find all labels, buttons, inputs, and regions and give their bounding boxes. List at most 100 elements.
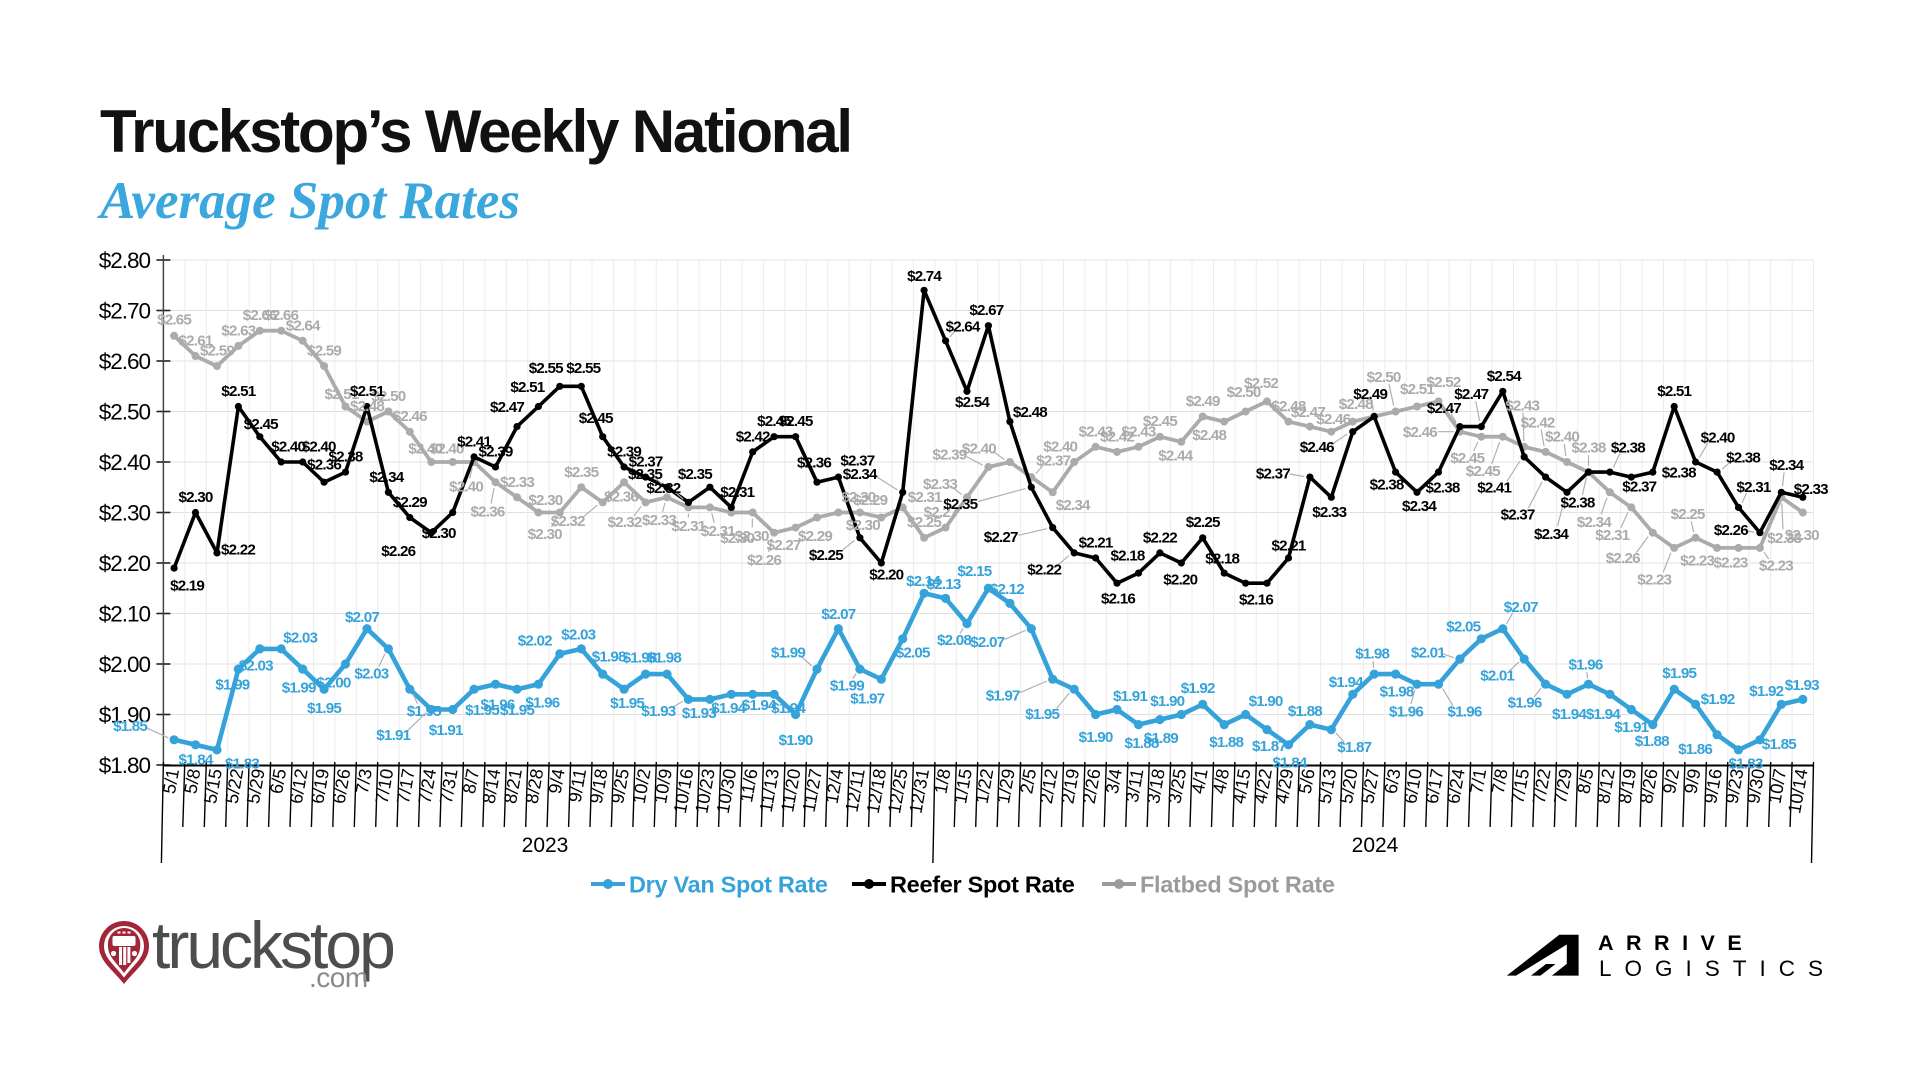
svg-text:$1.90: $1.90 [779, 732, 813, 749]
svg-text:$2.45: $2.45 [1466, 463, 1501, 480]
svg-text:6/3: 6/3 [1380, 767, 1404, 795]
svg-text:$2.39: $2.39 [932, 447, 966, 464]
svg-text:$2.30: $2.30 [735, 528, 769, 545]
svg-text:$1.96: $1.96 [1568, 657, 1602, 674]
svg-text:$1.90: $1.90 [1079, 729, 1113, 746]
svg-text:7/8: 7/8 [1488, 767, 1512, 795]
svg-text:5/8: 5/8 [180, 767, 204, 795]
svg-text:$2.38: $2.38 [328, 449, 362, 466]
svg-text:$2.48: $2.48 [1339, 396, 1373, 413]
svg-text:$2.64: $2.64 [286, 317, 321, 334]
svg-text:$2.40: $2.40 [408, 441, 442, 458]
svg-text:$2.25: $2.25 [907, 514, 942, 531]
svg-text:$2.00: $2.00 [316, 675, 350, 692]
svg-text:$2.18: $2.18 [1205, 551, 1239, 568]
svg-text:$1.93: $1.93 [641, 703, 675, 720]
svg-text:$1.97: $1.97 [850, 691, 884, 708]
svg-text:$2.47: $2.47 [1291, 404, 1325, 421]
svg-text:$1.88: $1.88 [1635, 733, 1669, 750]
svg-text:truckstop: truckstop [152, 908, 393, 982]
svg-text:$2.16: $2.16 [1101, 591, 1135, 608]
svg-text:$1.90: $1.90 [1249, 693, 1283, 710]
svg-text:$2.48: $2.48 [1271, 398, 1305, 415]
svg-text:$2.23: $2.23 [1637, 571, 1671, 588]
svg-text:$2.40: $2.40 [271, 439, 305, 456]
svg-text:$1.90: $1.90 [99, 703, 151, 728]
svg-text:$1.99: $1.99 [830, 678, 864, 695]
svg-text:$2.34: $2.34 [369, 469, 404, 486]
svg-text:$2.31: $2.31 [671, 518, 706, 535]
svg-text:$2.38: $2.38 [1425, 480, 1459, 497]
svg-text:$1.88: $1.88 [1288, 703, 1322, 720]
svg-text:$2.40: $2.40 [430, 441, 464, 458]
svg-text:$1.91: $1.91 [429, 722, 464, 739]
svg-text:$2.49: $2.49 [1353, 386, 1387, 403]
svg-text:$2.46: $2.46 [1300, 439, 1334, 456]
svg-text:$2.00: $2.00 [99, 652, 151, 677]
svg-text:$2.23: $2.23 [1713, 554, 1747, 571]
svg-text:$2.25: $2.25 [1186, 514, 1221, 531]
svg-text:$2.43: $2.43 [1121, 423, 1155, 440]
svg-text:$2.66: $2.66 [243, 307, 277, 324]
svg-text:$2.34: $2.34 [1056, 497, 1091, 514]
svg-text:$2.46: $2.46 [1316, 411, 1350, 428]
svg-text:$2.45: $2.45 [579, 410, 614, 427]
svg-text:$2.45: $2.45 [1450, 450, 1485, 467]
svg-text:$2.01: $2.01 [1411, 645, 1446, 662]
svg-text:$2.12: $2.12 [990, 581, 1024, 598]
svg-text:$2.48: $2.48 [1192, 427, 1226, 444]
svg-text:$2.45: $2.45 [757, 413, 792, 430]
svg-text:$2.66: $2.66 [264, 307, 298, 324]
svg-text:$2.33: $2.33 [1767, 530, 1801, 547]
svg-text:$2.30: $2.30 [841, 489, 875, 506]
svg-text:$2.01: $2.01 [1480, 668, 1515, 685]
svg-text:$1.92: $1.92 [1749, 683, 1783, 700]
svg-text:$2.27: $2.27 [767, 537, 801, 554]
svg-text:1/8: 1/8 [930, 767, 954, 795]
svg-text:4/1: 4/1 [1188, 767, 1212, 795]
svg-text:$1.84: $1.84 [1272, 754, 1307, 771]
svg-text:7/1: 7/1 [1466, 767, 1490, 795]
svg-text:$2.18: $2.18 [1110, 548, 1144, 565]
svg-text:$2.45: $2.45 [779, 413, 814, 430]
svg-text:$1.95: $1.95 [1662, 665, 1697, 682]
svg-text:$1.92: $1.92 [1701, 691, 1735, 708]
svg-text:$2.02: $2.02 [518, 632, 552, 649]
svg-text:$2.54: $2.54 [955, 394, 990, 411]
svg-text:$2.46: $2.46 [1403, 424, 1437, 441]
svg-text:$2.51: $2.51 [350, 383, 385, 400]
svg-text:$2.29: $2.29 [853, 492, 887, 509]
svg-text:$1.88: $1.88 [1124, 735, 1158, 752]
svg-text:$2.34: $2.34 [1577, 514, 1612, 531]
svg-text:$2.45: $2.45 [1143, 413, 1178, 430]
svg-text:$2.31: $2.31 [908, 489, 943, 506]
svg-text:$2.37: $2.37 [1622, 479, 1656, 496]
svg-text:$2.33: $2.33 [1312, 504, 1346, 521]
svg-text:$1.95: $1.95 [465, 702, 500, 719]
svg-text:$2.13: $2.13 [927, 576, 961, 593]
svg-text:$2.55: $2.55 [529, 360, 564, 377]
svg-text:$2.60: $2.60 [99, 349, 151, 374]
svg-text:$2.40: $2.40 [1701, 430, 1735, 447]
svg-text:$2.48: $2.48 [350, 398, 384, 415]
svg-text:$2.36: $2.36 [470, 504, 504, 521]
svg-text:$1.96: $1.96 [525, 695, 559, 712]
svg-text:$1.95: $1.95 [1025, 706, 1060, 723]
svg-text:$2.32: $2.32 [551, 513, 585, 530]
svg-text:$2.30: $2.30 [99, 501, 151, 526]
svg-text:$1.87: $1.87 [1252, 738, 1286, 755]
svg-text:$1.94: $1.94 [742, 697, 777, 714]
svg-text:$2.08: $2.08 [937, 632, 971, 649]
svg-text:$1.98: $1.98 [1380, 684, 1414, 701]
svg-text:$2.50: $2.50 [371, 388, 405, 405]
svg-text:$2.34: $2.34 [1769, 457, 1804, 474]
svg-text:$2.23: $2.23 [1759, 557, 1793, 574]
svg-text:$1.96: $1.96 [1447, 704, 1481, 721]
svg-text:9/9: 9/9 [1680, 767, 1704, 795]
svg-text:$1.96: $1.96 [1389, 704, 1423, 721]
svg-text:$2.61: $2.61 [178, 333, 213, 350]
svg-text:$2.25: $2.25 [1671, 506, 1706, 523]
svg-text:$2.33: $2.33 [500, 474, 534, 491]
svg-text:$2.36: $2.36 [797, 455, 831, 472]
svg-text:$1.83: $1.83 [1728, 755, 1762, 772]
